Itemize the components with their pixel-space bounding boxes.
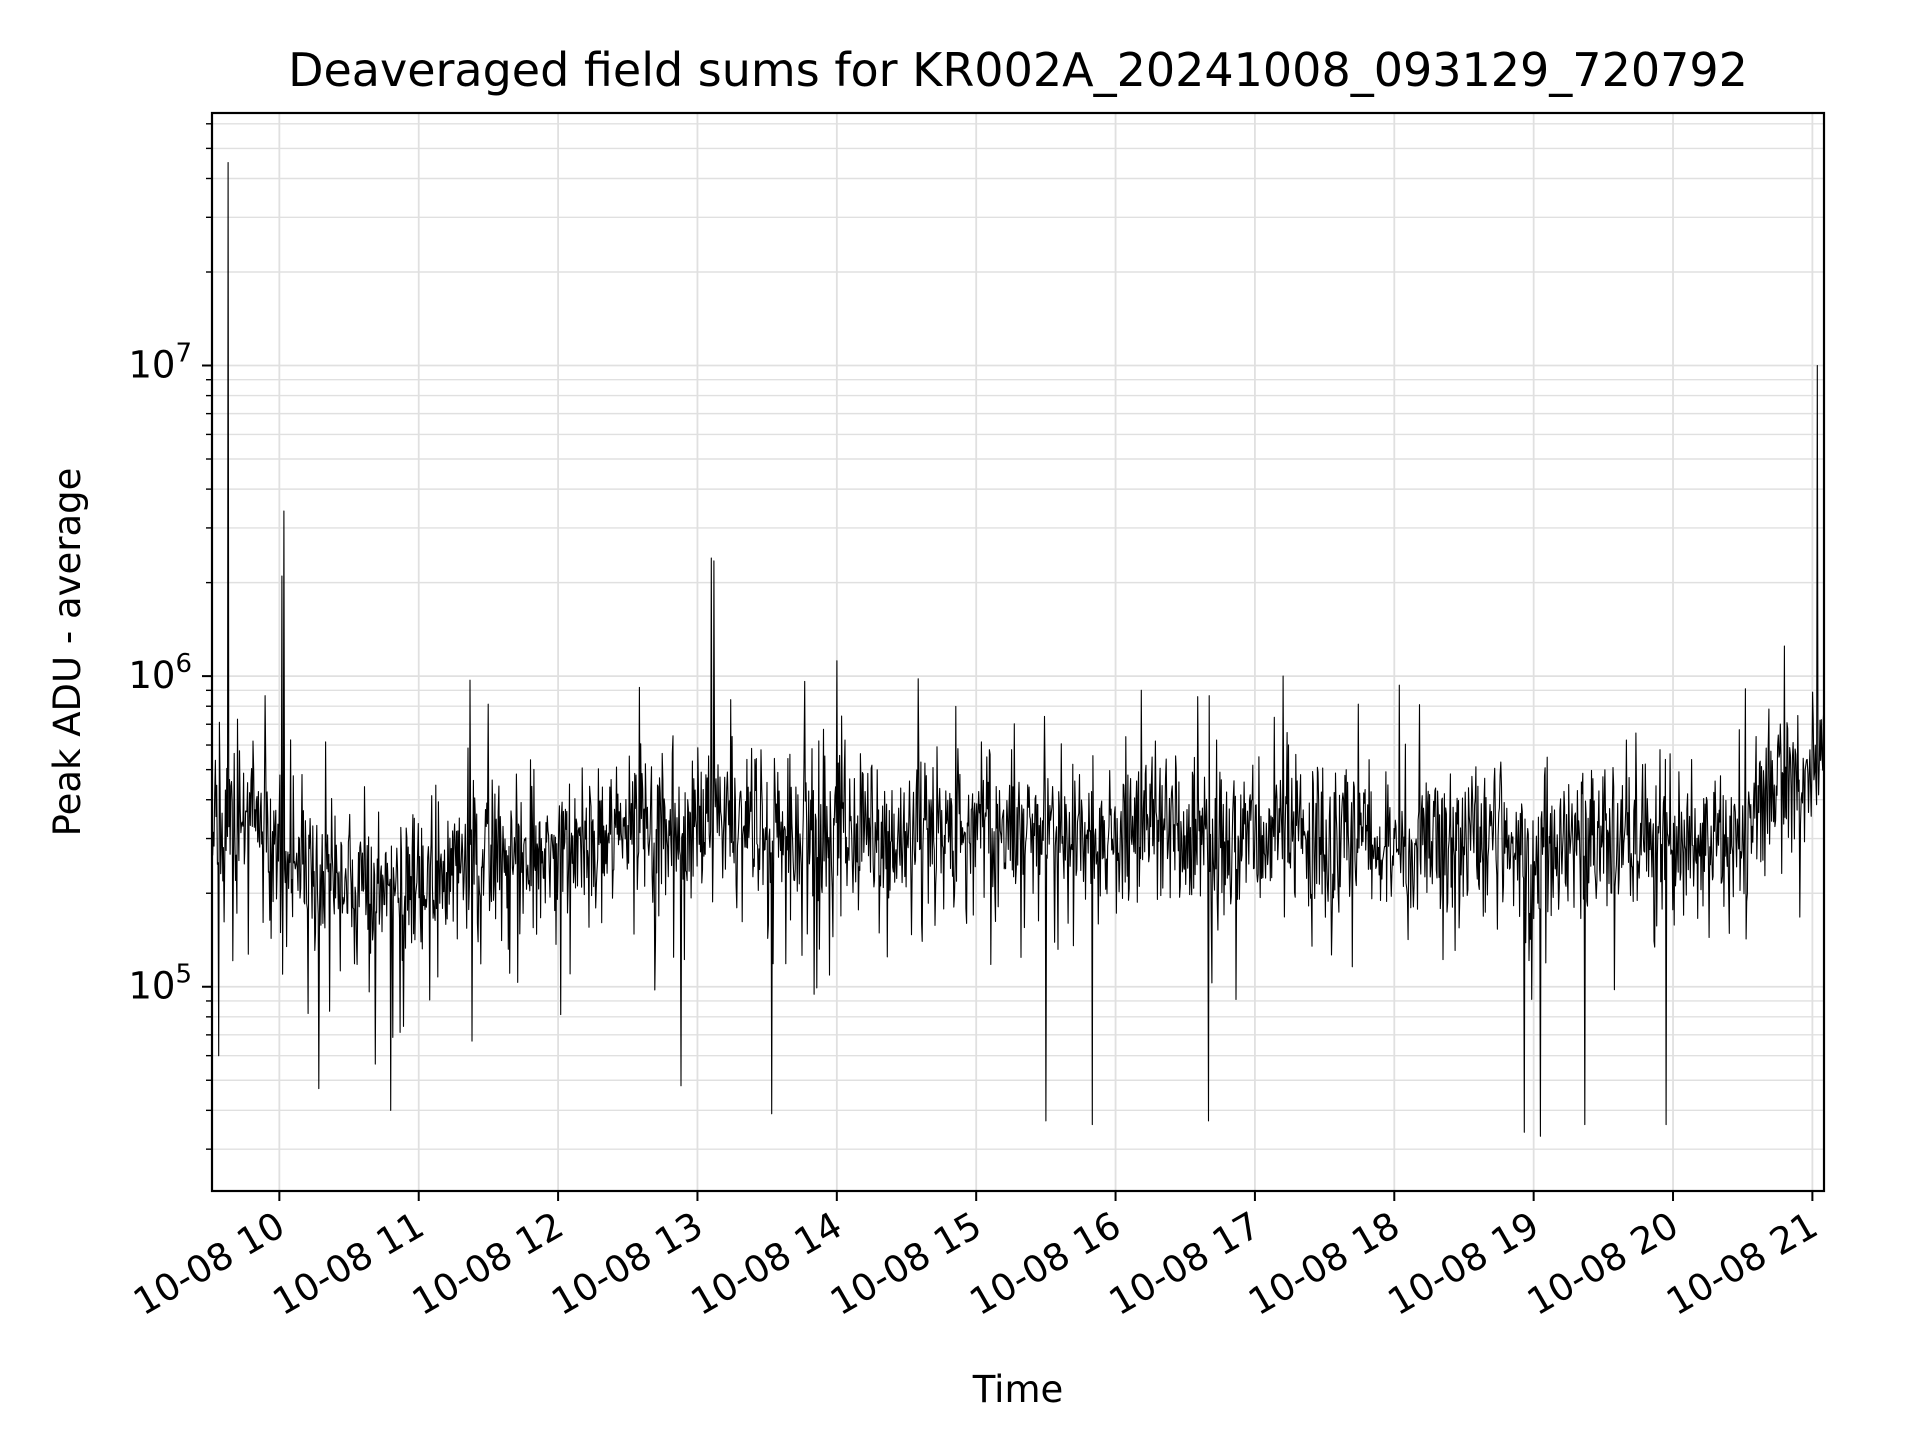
- x-tick-label: 10-08 19: [1381, 1204, 1547, 1324]
- y-tick-label: 106: [128, 649, 192, 697]
- x-tick-label: 10-08 12: [405, 1204, 571, 1324]
- y-axis-label: Peak ADU - average: [46, 468, 89, 837]
- grid: [212, 113, 1824, 1191]
- series-line: [211, 162, 1825, 1137]
- plot-frame: [210, 111, 1826, 1193]
- y-tick-label: 107: [128, 339, 192, 387]
- x-tick-label: 10-08 15: [823, 1204, 989, 1324]
- y-tick-label: 105: [128, 960, 192, 1008]
- x-tick-label: 10-08 10: [126, 1204, 292, 1324]
- x-tick-label: 10-08 11: [266, 1204, 432, 1324]
- x-axis-label: Time: [972, 1368, 1064, 1411]
- x-tick-label: 10-08 18: [1241, 1204, 1407, 1324]
- x-tick-label: 10-08 17: [1102, 1204, 1268, 1324]
- chart-title: Deaveraged field sums for KR002A_2024100…: [288, 43, 1748, 97]
- x-tick-label: 10-08 21: [1659, 1204, 1825, 1324]
- x-tick-label: 10-08 16: [962, 1204, 1128, 1324]
- x-tick-label: 10-08 13: [544, 1204, 710, 1324]
- x-tick-label: 10-08 14: [684, 1204, 850, 1324]
- x-tick-label: 10-08 20: [1520, 1204, 1686, 1324]
- data-series: [211, 162, 1825, 1137]
